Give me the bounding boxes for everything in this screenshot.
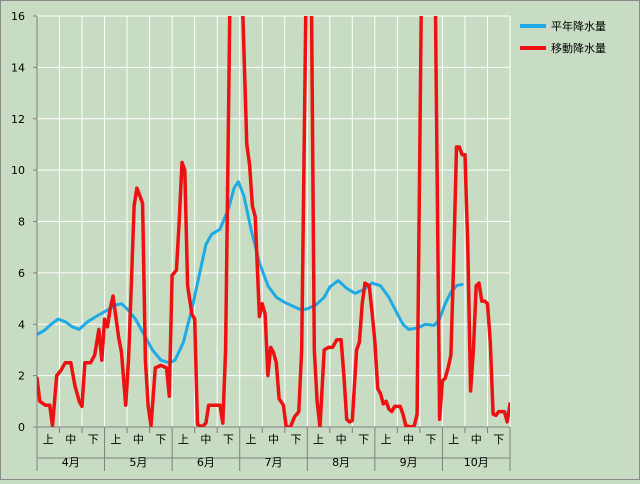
legend-label-0: 平年降水量 bbox=[551, 19, 606, 33]
y-tick-label: 14 bbox=[11, 61, 25, 74]
x-month-label: 10月 bbox=[464, 456, 489, 469]
x-month-label: 7月 bbox=[265, 456, 283, 469]
axis-layer: 0246810121416上中下4月上中下5月上中下6月上中下7月上中下8月上中… bbox=[11, 10, 511, 471]
y-tick-label: 10 bbox=[11, 164, 25, 177]
legend-label-1: 移動降水量 bbox=[551, 41, 606, 55]
x-month-label: 8月 bbox=[332, 456, 350, 469]
x-month-label: 6月 bbox=[197, 456, 215, 469]
y-tick-label: 8 bbox=[18, 216, 25, 229]
x-period-label: 上 bbox=[313, 433, 324, 446]
x-month-label: 5月 bbox=[129, 456, 147, 469]
x-period-label: 下 bbox=[426, 433, 437, 446]
y-tick-label: 4 bbox=[18, 318, 25, 331]
x-month-label: 4月 bbox=[62, 456, 80, 469]
x-period-label: 下 bbox=[493, 433, 504, 446]
x-period-label: 上 bbox=[43, 433, 54, 446]
y-tick-label: 6 bbox=[18, 267, 25, 280]
x-period-label: 上 bbox=[178, 433, 189, 446]
x-period-label: 中 bbox=[403, 433, 414, 446]
y-tick-label: 2 bbox=[18, 370, 25, 383]
y-tick-label: 16 bbox=[11, 10, 25, 23]
series-layer bbox=[37, 16, 510, 427]
x-period-label: 下 bbox=[291, 433, 302, 446]
x-period-label: 中 bbox=[268, 433, 279, 446]
x-period-label: 上 bbox=[110, 433, 121, 446]
x-period-label: 下 bbox=[223, 433, 234, 446]
x-period-label: 下 bbox=[88, 433, 99, 446]
series-line-1 bbox=[37, 16, 510, 427]
x-month-label: 9月 bbox=[400, 456, 418, 469]
x-period-label: 上 bbox=[245, 433, 256, 446]
y-tick-label: 0 bbox=[18, 421, 25, 434]
x-period-label: 上 bbox=[381, 433, 392, 446]
x-period-label: 下 bbox=[155, 433, 166, 446]
y-tick-label: 12 bbox=[11, 113, 25, 126]
x-period-label: 下 bbox=[358, 433, 369, 446]
x-period-label: 中 bbox=[471, 433, 482, 446]
x-period-label: 中 bbox=[336, 433, 347, 446]
x-period-label: 上 bbox=[448, 433, 459, 446]
x-period-label: 中 bbox=[200, 433, 211, 446]
x-period-label: 中 bbox=[65, 433, 76, 446]
x-period-label: 中 bbox=[133, 433, 144, 446]
